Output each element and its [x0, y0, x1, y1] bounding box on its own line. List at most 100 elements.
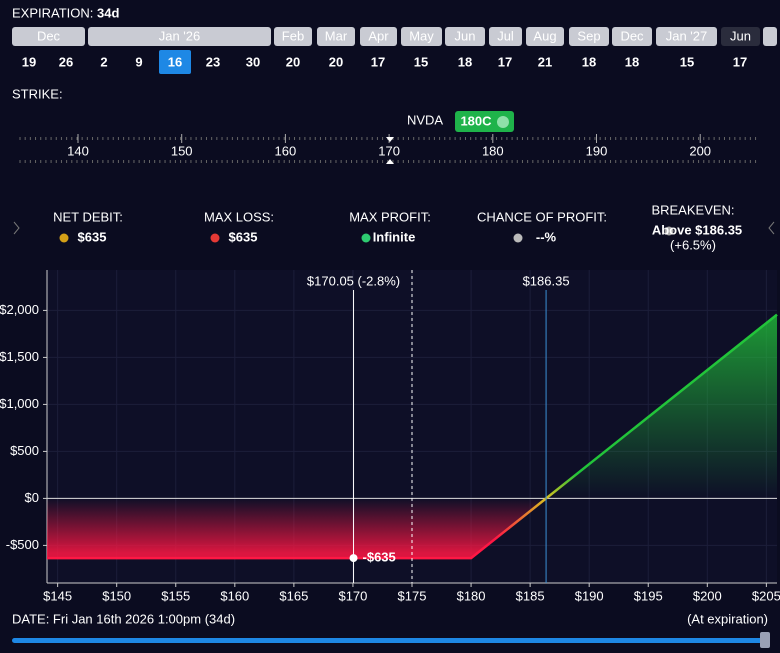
month-label: Apr — [368, 28, 389, 43]
day-label[interactable]: 19 — [22, 54, 36, 69]
month-label: Jun — [730, 28, 751, 43]
stat-value: $635 — [78, 229, 107, 244]
strike-tick-label: 150 — [171, 143, 193, 158]
day-label[interactable]: 30 — [246, 54, 260, 69]
payoff-area — [47, 314, 777, 559]
stat-icon — [59, 233, 69, 243]
month-button[interactable] — [612, 27, 652, 46]
x-tick-label: $185 — [516, 588, 545, 603]
x-tick-label: $190 — [575, 588, 604, 603]
day-label[interactable]: 18 — [625, 54, 639, 69]
stat-label: NET DEBIT: — [53, 209, 123, 224]
stat-arrows[interactable] — [13, 221, 775, 235]
y-tick-label: $500 — [10, 443, 39, 458]
month-button[interactable] — [656, 27, 717, 46]
payoff-line — [47, 313, 778, 560]
date-label: DATE: Fri Jan 16th 2026 1:00pm (34d) — [12, 611, 235, 626]
marker-label: $186.35 — [523, 273, 570, 288]
month-button[interactable] — [763, 27, 777, 46]
stat-label: MAX PROFIT: — [349, 209, 431, 224]
day-label[interactable]: 18 — [582, 54, 596, 69]
y-tick-label: $2,000 — [0, 302, 39, 317]
month-label: Jan '27 — [666, 28, 708, 43]
day-label[interactable]: 2 — [100, 54, 107, 69]
stat-label: BREAKEVEN: — [651, 202, 734, 217]
expiration-label: EXPIRATION: — [12, 5, 93, 20]
badge-icon[interactable] — [497, 116, 509, 128]
strike-selected: 180C — [460, 113, 492, 128]
month-button[interactable] — [401, 27, 442, 46]
strike-tick-label: 200 — [689, 143, 711, 158]
strike-tick-label: 140 — [67, 143, 89, 158]
date-note: (At expiration) — [687, 611, 768, 626]
day-label[interactable]: 26 — [59, 54, 73, 69]
month-label: Dec — [620, 28, 644, 43]
date-slider[interactable] — [12, 638, 764, 643]
month-button[interactable] — [88, 27, 271, 46]
month-label: May — [409, 28, 434, 43]
month-label: Jan '26 — [159, 28, 201, 43]
day-label[interactable]: 9 — [135, 54, 142, 69]
x-tick-label: $150 — [102, 588, 131, 603]
month-button[interactable] — [721, 27, 760, 46]
month-button[interactable] — [360, 27, 397, 46]
month-label: Dec — [37, 28, 61, 43]
x-tick-label: $205 — [752, 588, 780, 603]
y-tick-label: $0 — [25, 490, 39, 505]
stat-icon — [361, 233, 371, 243]
x-tick-label: $155 — [161, 588, 190, 603]
stat-value: Infinite — [373, 229, 416, 244]
stat-value: $635 — [229, 229, 258, 244]
day-label[interactable]: 23 — [206, 54, 220, 69]
stat-value: --% — [536, 229, 557, 244]
y-tick-label: -$500 — [6, 537, 39, 552]
slider-thumb[interactable] — [760, 632, 770, 648]
month-button[interactable] — [12, 27, 85, 46]
strike-tick-label: 180 — [482, 143, 504, 158]
month-label: Jun — [455, 28, 476, 43]
current-point — [349, 554, 358, 563]
day-label[interactable]: 15 — [680, 54, 694, 69]
month-button[interactable] — [526, 27, 564, 46]
strike-label: STRIKE: — [12, 86, 63, 101]
strike-tick-label: 160 — [275, 143, 297, 158]
day-selected[interactable] — [159, 50, 191, 74]
stat-icon — [513, 233, 523, 243]
x-tick-label: $180 — [457, 588, 486, 603]
day-label[interactable]: 16 — [168, 54, 182, 69]
month-button[interactable] — [569, 27, 609, 46]
day-label[interactable]: 17 — [371, 54, 385, 69]
strike-tick-label: 170 — [378, 143, 400, 158]
day-label[interactable]: 17 — [733, 54, 747, 69]
days-left: 34d — [97, 5, 119, 20]
point-label: -$635 — [363, 550, 396, 565]
month-label: Jul — [497, 28, 514, 43]
stat-sub: (+6.5%) — [670, 237, 716, 252]
x-tick-label: $145 — [43, 588, 72, 603]
day-label[interactable]: 17 — [498, 54, 512, 69]
stat-value: Above $186.35 — [652, 222, 742, 237]
month-label: Feb — [282, 28, 304, 43]
month-label: Aug — [533, 28, 556, 43]
day-label[interactable]: 15 — [414, 54, 428, 69]
month-button[interactable] — [274, 27, 312, 46]
month-button[interactable] — [317, 27, 355, 46]
x-tick-label: $200 — [693, 588, 722, 603]
y-tick-label: $1,500 — [0, 349, 39, 364]
x-tick-label: $170 — [338, 588, 367, 603]
stat-icon — [210, 233, 220, 243]
day-label[interactable]: 20 — [329, 54, 343, 69]
month-label: Sep — [577, 28, 600, 43]
day-label[interactable]: 20 — [286, 54, 300, 69]
symbol: NVDA — [407, 112, 443, 127]
marker-label: $170.05 (-2.8%) — [307, 273, 400, 288]
month-button[interactable] — [489, 27, 522, 46]
day-label[interactable]: 18 — [458, 54, 472, 69]
stat-label: CHANCE OF PROFIT: — [477, 209, 607, 224]
strike-tick-label: 190 — [586, 143, 608, 158]
month-button[interactable] — [445, 27, 485, 46]
day-label[interactable]: 21 — [538, 54, 552, 69]
strike-badge[interactable] — [455, 111, 514, 132]
